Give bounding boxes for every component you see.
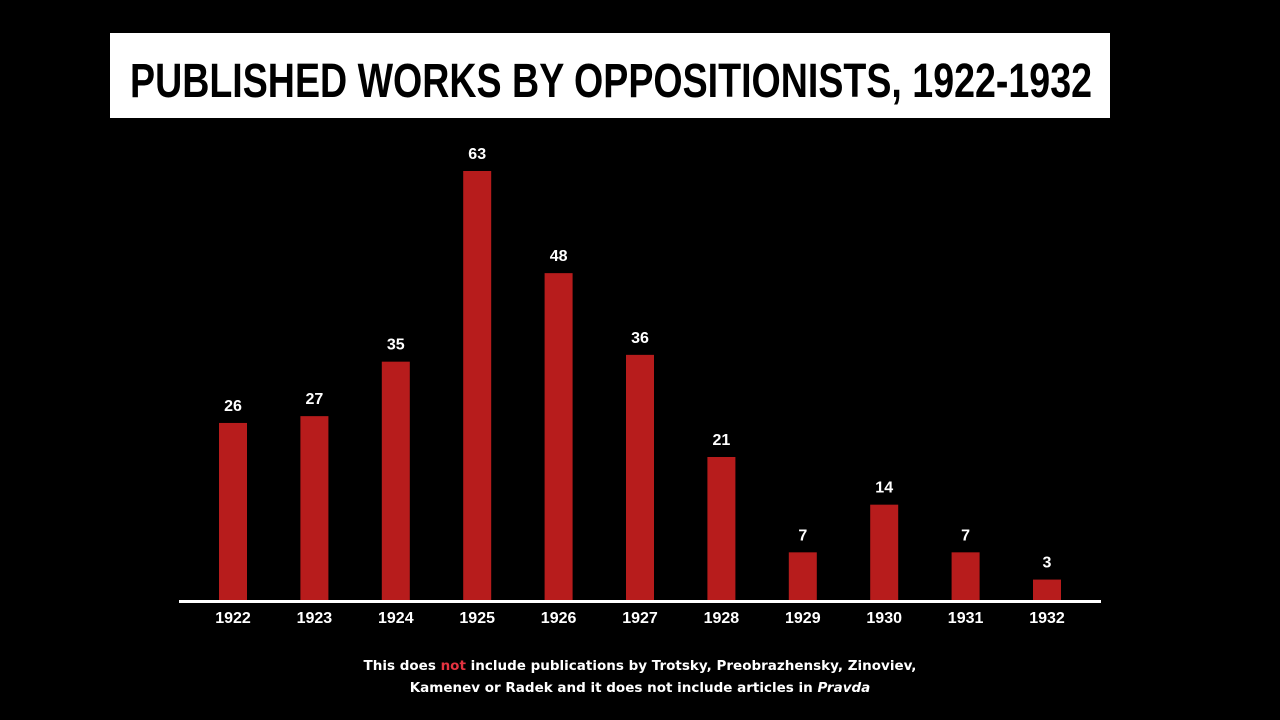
x-tick-label-1930: 1930 <box>866 610 902 627</box>
x-tick-label-1929: 1929 <box>785 610 821 627</box>
bar-1929 <box>788 552 817 600</box>
data-label-1922: 26 <box>224 398 242 415</box>
bar-1925 <box>463 171 492 600</box>
data-label-1929: 7 <box>798 527 807 544</box>
data-label-1923: 27 <box>306 391 324 408</box>
bar-1923 <box>300 416 329 600</box>
bar-1932 <box>1033 579 1061 600</box>
data-label-1927: 36 <box>631 330 649 347</box>
x-tick-label-1932: 1932 <box>1029 610 1065 627</box>
x-tick-label-1924: 1924 <box>378 610 414 627</box>
chart-title: PUBLISHED WORKS BY OPPOSITIONISTS, 1922-… <box>130 55 1092 108</box>
data-label-1925: 63 <box>468 146 486 163</box>
bar-1924 <box>381 361 410 600</box>
bar-1931 <box>951 552 980 600</box>
x-axis-line <box>179 600 1101 603</box>
data-label-1926: 48 <box>550 248 568 265</box>
x-tick-label-1928: 1928 <box>704 610 740 627</box>
footnote-highlight: not <box>441 658 467 674</box>
bar-1922 <box>219 422 247 600</box>
data-label-1928: 21 <box>713 432 731 449</box>
x-tick-label-1922: 1922 <box>215 610 251 627</box>
bar-1926 <box>544 273 573 600</box>
x-tick-label-1925: 1925 <box>459 610 495 627</box>
title-box <box>110 33 1110 118</box>
x-tick-label-1931: 1931 <box>948 610 984 627</box>
footnote-line-2: Kamenev or Radek and it does not include… <box>410 680 871 696</box>
data-label-1930: 14 <box>875 480 893 497</box>
data-label-1932: 3 <box>1043 555 1052 572</box>
x-tick-label-1926: 1926 <box>541 610 577 627</box>
x-tick-label-1927: 1927 <box>622 610 658 627</box>
bar-1928 <box>707 457 736 600</box>
footnote-line-1: This does not include publications by Tr… <box>364 658 917 674</box>
bar-1930 <box>870 504 899 600</box>
data-label-1924: 35 <box>387 337 405 354</box>
x-tick-label-1923: 1923 <box>297 610 333 627</box>
data-label-1931: 7 <box>961 527 970 544</box>
bar-1927 <box>626 354 654 600</box>
